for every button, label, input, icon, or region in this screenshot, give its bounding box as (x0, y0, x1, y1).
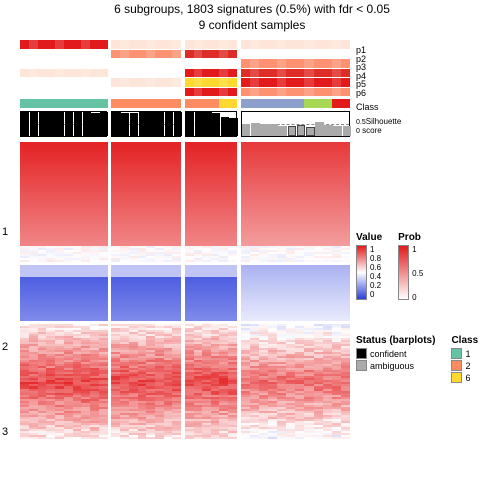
prob-legend: Prob 10.50 (398, 232, 423, 317)
value-legend: Value 10.80.60.40.20 (356, 232, 382, 317)
legends: Value 10.80.60.40.20 Prob 10.50 Status (… (356, 232, 478, 394)
class-row-label: Class (356, 102, 379, 112)
silhouette-label: 0.5Silhouette 0 score (356, 118, 401, 136)
class-legend: Class 126 (451, 335, 478, 384)
title-line-2: 9 confident samples (0, 18, 504, 34)
status-legend: Status (barplots) confident ambiguous (356, 335, 435, 384)
title-line-1: 6 subgroups, 1803 signatures (0.5%) with… (0, 2, 504, 18)
heatmap-main (20, 40, 350, 440)
p-row-labels: p1p2p3p4p5p6 (356, 46, 366, 97)
